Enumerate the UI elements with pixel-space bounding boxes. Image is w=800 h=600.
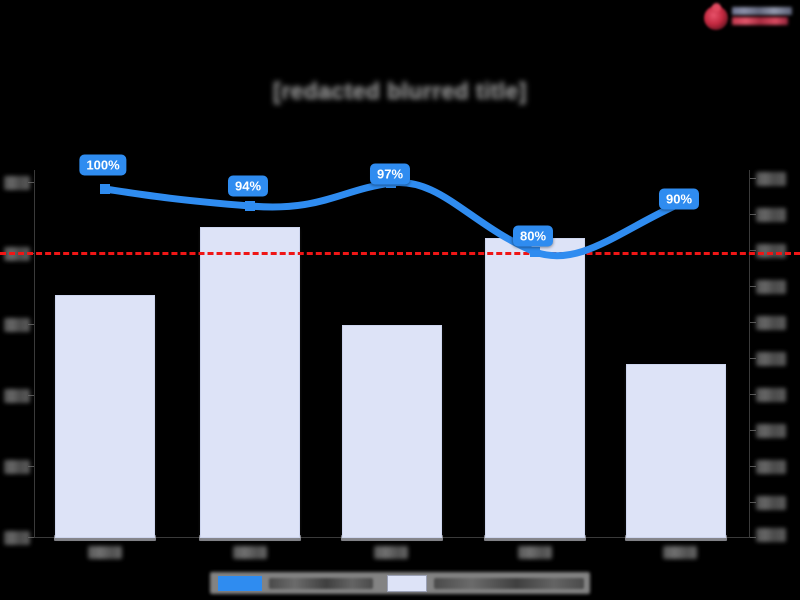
bar-base-shadow: [54, 535, 156, 541]
legend-item-bar[interactable]: [373, 572, 584, 594]
y-axis-left: [34, 170, 35, 538]
bar-category-1[interactable]: [55, 295, 155, 538]
data-label-2: 94%: [227, 175, 269, 197]
y-tick-left: [28, 182, 34, 183]
y-tick-right: [750, 537, 756, 538]
bar-category-3[interactable]: [342, 325, 442, 538]
x-axis-label-3: [374, 546, 408, 559]
y-axis-right: [749, 170, 750, 538]
logo-wordmark: [732, 7, 794, 29]
legend-swatch-bar-icon: [387, 574, 427, 592]
y-axis-right-label: [756, 496, 786, 510]
y-axis-left-label: [4, 460, 30, 474]
x-axis-label-2: [233, 546, 267, 559]
x-axis-label-1: [88, 546, 122, 559]
y-axis-right-label: [756, 352, 786, 366]
y-axis-right-label: [756, 316, 786, 330]
logo-dot-icon: [712, 3, 721, 12]
bar-base-shadow: [625, 535, 727, 541]
bar-category-4[interactable]: [485, 238, 585, 538]
y-tick-left: [28, 395, 34, 396]
legend-label-line: [269, 577, 373, 589]
bar-base-shadow: [341, 535, 443, 541]
y-axis-right-label: [756, 424, 786, 438]
bar-category-5[interactable]: [626, 364, 726, 538]
y-tick-right: [750, 358, 756, 359]
x-axis-label-5: [663, 546, 697, 559]
y-axis-left-label: [4, 318, 30, 332]
y-axis-right-label: [756, 244, 786, 258]
y-tick-right: [750, 286, 756, 287]
y-axis-right-label: [756, 172, 786, 186]
brand-logo: [700, 2, 796, 34]
y-tick-left: [28, 537, 34, 538]
logo-wordmark-line-1: [732, 7, 792, 15]
data-label-3: 97%: [369, 163, 411, 185]
y-tick-right: [750, 502, 756, 503]
data-label-1: 100%: [79, 154, 127, 176]
y-tick-right: [750, 214, 756, 215]
legend-label-bar: [434, 577, 584, 589]
y-axis-left-label: [4, 176, 30, 190]
y-tick-right: [750, 430, 756, 431]
y-tick-right: [750, 322, 756, 323]
bar-category-2[interactable]: [200, 227, 300, 538]
y-tick-right: [750, 178, 756, 179]
chart-title: [redacted blurred title]: [273, 77, 527, 104]
y-tick-left: [28, 324, 34, 325]
y-axis-right-label: [756, 460, 786, 474]
y-axis-left-label: [4, 389, 30, 403]
legend: [210, 572, 590, 594]
y-axis-right-label: [756, 528, 786, 542]
y-tick-right: [750, 394, 756, 395]
logo-wordmark-line-2: [732, 17, 788, 25]
y-axis-right-label: [756, 208, 786, 222]
bar-base-shadow: [484, 535, 586, 541]
legend-swatch-line-icon: [218, 575, 262, 591]
data-label-5: 90%: [658, 188, 700, 210]
threshold-line: [0, 252, 800, 255]
y-axis-right-label: [756, 280, 786, 294]
y-axis-left-label: [4, 531, 30, 545]
x-axis-label-4: [518, 546, 552, 559]
y-tick-right: [750, 466, 756, 467]
data-label-4: 80%: [512, 225, 554, 247]
legend-item-line[interactable]: [210, 572, 373, 594]
y-tick-right: [750, 250, 756, 251]
bar-base-shadow: [199, 535, 301, 541]
y-axis-right-label: [756, 388, 786, 402]
y-tick-left: [28, 466, 34, 467]
